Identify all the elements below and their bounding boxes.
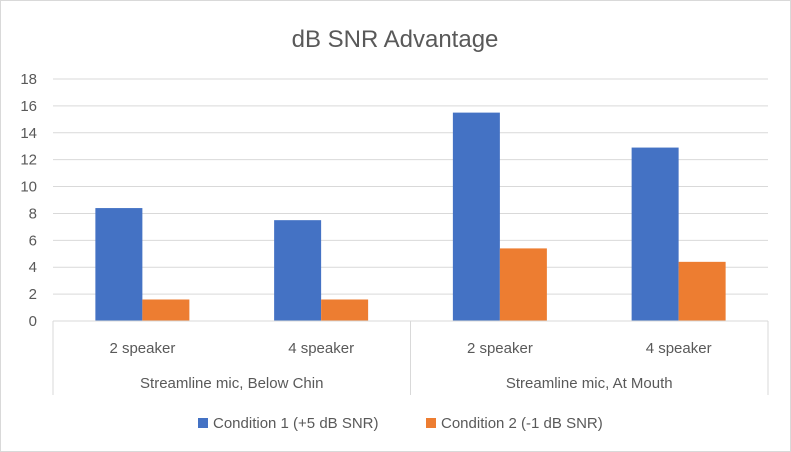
y-tick-label: 0 (29, 313, 37, 330)
x-category-label: 2 speaker (467, 340, 533, 357)
x-group-label: Streamline mic, At Mouth (506, 375, 673, 392)
bars (95, 112, 726, 321)
y-tick-label: 16 (20, 98, 37, 115)
bar-series-2-2 (321, 299, 369, 321)
legend: Condition 1 (+5 dB SNR) Condition 2 (-1 d… (198, 415, 603, 432)
legend-label: Condition 1 (+5 dB SNR) (213, 415, 379, 432)
y-tick-label: 4 (29, 259, 37, 276)
y-tick-label: 8 (29, 205, 37, 222)
chart-title: dB SNR Advantage (292, 26, 499, 53)
y-tick-label: 10 (20, 179, 37, 196)
x-category-label: 4 speaker (288, 340, 354, 357)
x-group-label: Streamline mic, Below Chin (140, 375, 323, 392)
bar-series-2-4 (678, 261, 726, 321)
bar-series-1-4 (631, 147, 679, 321)
gridlines (53, 78, 768, 295)
bar-series-1-3 (452, 112, 500, 321)
x-category-label: 4 speaker (646, 340, 712, 357)
y-tick-label: 18 (20, 71, 37, 88)
y-tick-label: 6 (29, 232, 37, 249)
y-tick-label: 12 (20, 152, 37, 169)
y-axis-ticks: 0 2 4 6 8 10 12 14 16 18 (20, 71, 37, 330)
legend-swatch (198, 418, 208, 428)
bar-series-1-1 (95, 208, 143, 321)
legend-label: Condition 2 (-1 dB SNR) (441, 415, 603, 432)
legend-swatch (426, 418, 436, 428)
bar-series-1-2 (274, 220, 322, 321)
y-tick-label: 2 (29, 286, 37, 303)
category-axis: 2 speaker 4 speaker 2 speaker 4 speaker Stre… (52, 320, 769, 395)
bar-series-2-3 (499, 248, 547, 321)
bar-series-2-1 (142, 299, 190, 321)
y-tick-label: 14 (20, 125, 37, 142)
x-category-label: 2 speaker (109, 340, 175, 357)
